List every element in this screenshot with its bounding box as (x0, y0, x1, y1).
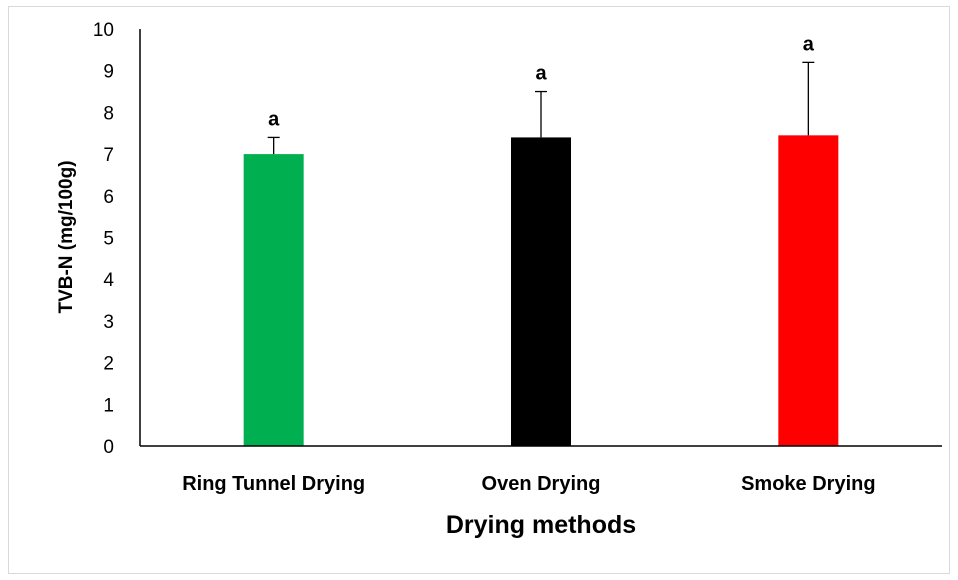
y-tick-label: 7 (103, 145, 114, 166)
y-axis-title: TVB-N (mg/100g) (56, 160, 77, 313)
error-bars (267, 61, 815, 155)
bar (243, 154, 304, 446)
y-tick-label: 1 (103, 395, 114, 416)
significance-labels: a a a (268, 33, 815, 130)
bar (778, 135, 839, 446)
x-axis-title: Drying methods (446, 511, 636, 539)
y-tick-label: 5 (103, 229, 114, 250)
bar (511, 137, 571, 447)
significance-label: a (268, 108, 280, 130)
y-tick-label: 8 (103, 103, 114, 124)
y-tick-label: 0 (103, 437, 114, 458)
bars (243, 135, 839, 447)
y-tick-labels: 0 1 2 3 4 5 6 7 8 9 10 (93, 20, 115, 458)
y-tick-label: 3 (103, 312, 114, 333)
y-tick-label: 4 (103, 270, 114, 291)
category-label: Oven Drying (482, 473, 601, 495)
category-labels: Ring Tunnel Drying Oven Drying Smoke Dryin… (182, 473, 875, 495)
category-label: Ring Tunnel Drying (182, 473, 365, 495)
significance-label: a (535, 63, 547, 85)
y-tick-label: 2 (103, 354, 114, 375)
y-tick-label: 6 (103, 187, 114, 208)
significance-label: a (803, 33, 815, 55)
y-tick-label: 9 (103, 62, 114, 83)
category-label: Smoke Drying (741, 473, 875, 495)
y-tick-label: 10 (93, 20, 114, 41)
